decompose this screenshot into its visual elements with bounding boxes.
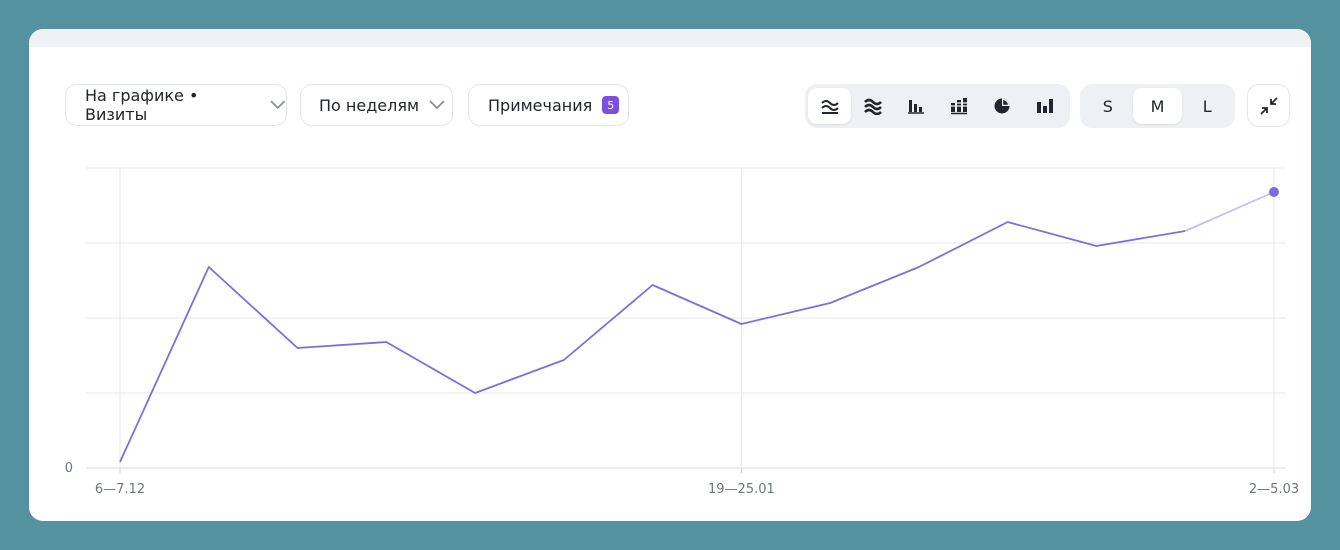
- collapse-button[interactable]: [1247, 84, 1290, 127]
- chevron-down-icon: [429, 100, 445, 110]
- period-dropdown-label: По неделям: [319, 95, 420, 115]
- x-tick-label: 2—5.03: [1249, 482, 1299, 497]
- collapse-icon: [1259, 96, 1278, 115]
- chart-type-stacked-bar[interactable]: [938, 88, 981, 124]
- chart-size-switcher: S M L: [1080, 84, 1235, 128]
- period-dropdown[interactable]: По неделям: [300, 84, 453, 126]
- series-line: [119, 221, 1186, 463]
- notes-button-label: Примечания: [488, 95, 593, 115]
- size-m-button[interactable]: M: [1132, 88, 1183, 124]
- stacked-area-icon: [863, 98, 882, 115]
- visits-line-chart: 0 6—7.12 19—25.01 2—5.03: [65, 167, 1299, 497]
- notes-button[interactable]: Примечания 5: [468, 84, 629, 126]
- size-l-button[interactable]: L: [1202, 96, 1212, 116]
- chevron-down-icon: [270, 100, 286, 110]
- chart-type-bar[interactable]: [894, 88, 937, 124]
- x-tick-label: 6—7.12: [95, 482, 145, 497]
- card-top-strip: [29, 29, 1311, 47]
- column-icon: [1037, 99, 1054, 113]
- line-smooth-icon: [820, 100, 839, 114]
- y-tick-label: 0: [65, 461, 73, 476]
- last-data-point: [1269, 187, 1279, 197]
- series-line-projected: [1184, 191, 1275, 232]
- chart-type-column[interactable]: [1024, 88, 1067, 124]
- metric-dropdown[interactable]: На графике • Визиты: [65, 84, 287, 126]
- pie-icon: [994, 98, 1010, 114]
- stacked-bar-icon: [951, 98, 968, 115]
- notes-count-badge: 5: [602, 96, 620, 114]
- size-s-button[interactable]: S: [1102, 96, 1113, 116]
- chart-type-area[interactable]: [851, 88, 894, 124]
- chart-type-pie[interactable]: [981, 88, 1024, 124]
- metric-dropdown-label: На графике • Визиты: [85, 86, 199, 124]
- x-tick-label: 19—25.01: [708, 482, 775, 497]
- report-card: На графике • Визиты По неделям Примечани…: [29, 29, 1311, 521]
- chart-type-switcher: [805, 84, 1070, 128]
- chart-type-line[interactable]: [808, 88, 852, 124]
- bar-icon: [907, 100, 924, 114]
